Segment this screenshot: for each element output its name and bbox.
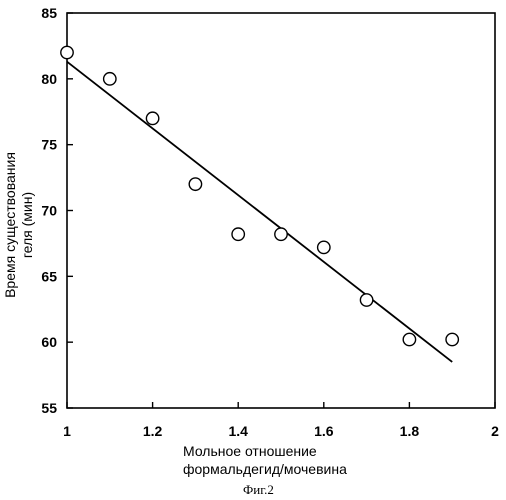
data-point [318, 241, 330, 253]
data-point [360, 294, 372, 306]
y-axis-label-line1: Время существования [2, 152, 18, 298]
y-tick-label: 65 [41, 268, 57, 284]
x-axis-label-line2: формальдегид/мочевина [183, 461, 347, 477]
data-point [146, 112, 158, 124]
y-tick-label: 55 [41, 400, 57, 416]
y-tick-label: 75 [41, 137, 57, 153]
plot-frame [67, 13, 495, 408]
y-tick-label: 60 [41, 334, 57, 350]
data-point [275, 228, 287, 240]
x-tick-label: 1 [63, 423, 71, 439]
y-tick-label: 80 [41, 71, 57, 87]
data-point [232, 228, 244, 240]
y-tick-label: 70 [41, 203, 57, 219]
data-point [61, 46, 73, 58]
data-point [403, 333, 415, 345]
x-axis-label-line1: Мольное отношение [183, 443, 317, 459]
x-tick-label: 1.4 [228, 423, 248, 439]
x-tick-label: 1.6 [314, 423, 334, 439]
x-tick-label: 1.8 [400, 423, 420, 439]
data-point [446, 333, 458, 345]
x-tick-label: 1.2 [143, 423, 163, 439]
data-point [104, 73, 116, 85]
figure-caption: Фиг.2 [243, 482, 274, 497]
y-ticks: 55 60 65 70 75 80 85 [41, 5, 73, 416]
data-point [189, 178, 201, 190]
data-points-layer [61, 46, 459, 345]
y-tick-label: 85 [41, 5, 57, 21]
fit-line-layer [67, 62, 452, 362]
x-tick-label: 2 [491, 423, 499, 439]
fit-line [67, 62, 452, 362]
y-axis-label-line2: геля (мин) [19, 192, 35, 258]
